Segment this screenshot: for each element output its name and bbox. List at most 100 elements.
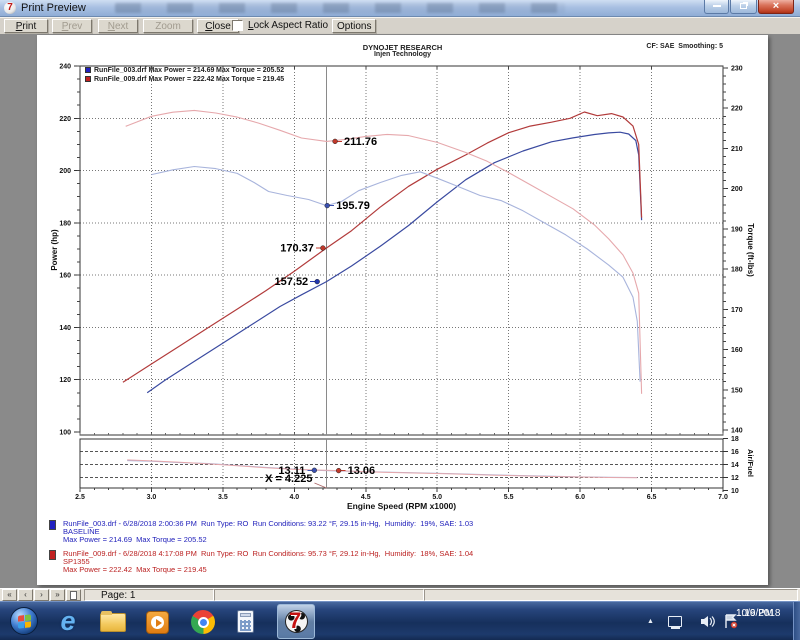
svg-text:4.5: 4.5	[361, 494, 371, 501]
internet-explorer-icon[interactable]: e	[60, 606, 76, 636]
clock-date: 10/9/2018	[736, 608, 781, 619]
document-icon	[70, 591, 77, 600]
svg-text:Air/Fuel: Air/Fuel	[746, 449, 755, 477]
taskbar: e 7 ▲ 1:16 PM 10/9/	[0, 601, 800, 640]
svg-text:Torque (ft-lbs): Torque (ft-lbs)	[746, 223, 755, 277]
lock-aspect-ratio-checkbox[interactable]	[232, 20, 243, 31]
options-button[interactable]: Options	[332, 19, 376, 33]
calculator-icon[interactable]	[237, 610, 254, 633]
runfile-009-power-curve	[122, 111, 643, 383]
data-point-dot	[311, 467, 317, 473]
svg-text:16: 16	[731, 449, 739, 456]
statusbar-cell	[424, 589, 798, 601]
svg-text:7.0: 7.0	[718, 494, 728, 501]
svg-text:160: 160	[731, 347, 743, 354]
legend-text: Max Torque = 219.45	[216, 75, 285, 83]
svg-text:170: 170	[731, 307, 743, 314]
data-point-dot	[320, 245, 326, 251]
restore-icon	[740, 3, 747, 9]
run-color-chip	[49, 520, 56, 530]
window-title: Print Preview	[21, 2, 86, 14]
svg-text:140: 140	[731, 428, 743, 435]
svg-text:180: 180	[59, 220, 71, 227]
clock-time: 1:16 PM	[736, 608, 774, 619]
svg-text:230: 230	[731, 66, 743, 73]
svg-text:200: 200	[731, 186, 743, 193]
titlebar-ghost-text	[115, 3, 565, 13]
prev-button[interactable]: Prev	[52, 19, 92, 33]
soccer-ball-icon	[285, 610, 308, 633]
svg-text:240: 240	[59, 64, 71, 71]
chrome-icon[interactable]	[191, 610, 215, 634]
svg-text:220: 220	[731, 106, 743, 113]
run-info-line: SP1355	[63, 557, 90, 566]
window-titlebar: 7 Print Preview ×	[0, 0, 800, 17]
chart-title: DYNOJET RESEARCH	[362, 43, 443, 52]
show-hidden-icons-button[interactable]: ▲	[647, 618, 654, 625]
show-desktop-button[interactable]	[793, 602, 800, 640]
first-page-button[interactable]: «	[2, 589, 17, 601]
legend-color-chip	[85, 76, 91, 82]
restore-button[interactable]	[730, 0, 757, 14]
minimize-icon	[712, 5, 721, 7]
run-info-line: BASELINE	[63, 527, 100, 536]
chrome-center-dot	[199, 618, 207, 626]
lock-aspect-ratio-label: Lock Aspect Ratio	[248, 20, 329, 31]
svg-text:200: 200	[59, 168, 71, 175]
close-window-button[interactable]: ×	[758, 0, 794, 14]
legend-text: Max Torque = 205.52	[216, 66, 285, 74]
data-point-dot	[324, 202, 330, 209]
calculator-keys	[240, 620, 251, 631]
run-info-line: Max Power = 214.69 Max Torque = 205.52	[63, 535, 207, 544]
calculator-display	[240, 613, 251, 617]
legend-item: RunFile_003.drf Max Power = 214.69 Max T…	[85, 66, 284, 74]
prev-page-button[interactable]: ‹	[18, 589, 33, 601]
svg-text:4.0: 4.0	[289, 494, 299, 501]
smoothing-label: CF: SAE Smoothing: 5	[646, 43, 723, 50]
legend-item: RunFile_009.drf Max Power = 222.42 Max T…	[85, 75, 284, 83]
svg-text:3.0: 3.0	[147, 494, 157, 501]
dynojet-7-icon: 7	[289, 608, 302, 633]
svg-text:10: 10	[731, 488, 739, 495]
svg-text:14: 14	[731, 462, 739, 469]
next-button[interactable]: Next	[98, 19, 138, 33]
media-player-icon[interactable]	[146, 611, 169, 634]
svg-text:157.52: 157.52	[275, 276, 309, 288]
data-point-dot	[314, 278, 320, 285]
runfile-009-airfuel-curve	[127, 459, 638, 479]
legend-color-chip	[85, 67, 91, 73]
windows-explorer-icon[interactable]	[100, 611, 126, 632]
svg-text:12: 12	[731, 475, 739, 482]
export-page-button[interactable]	[66, 589, 81, 601]
svg-text:140: 140	[59, 325, 71, 332]
runfile-003-power-curve	[146, 131, 643, 394]
last-page-button[interactable]: »	[50, 589, 65, 601]
play-triangle-icon	[156, 619, 162, 627]
start-button[interactable]	[10, 607, 38, 635]
svg-text:5.5: 5.5	[504, 494, 514, 501]
print-button[interactable]: Print	[4, 19, 48, 33]
legend-text: RunFile_009.drf Max Power = 222.42	[94, 75, 215, 83]
svg-text:190: 190	[731, 226, 743, 233]
page-number-label: Page: 1	[84, 589, 214, 601]
action-center-tray-icon[interactable]	[724, 614, 738, 629]
taskbar-app-dynojet-active[interactable]: 7	[277, 604, 315, 639]
svg-text:5.0: 5.0	[432, 494, 442, 501]
zoom-out-button[interactable]: Zoom Out	[143, 19, 193, 45]
next-page-button[interactable]: ›	[34, 589, 49, 601]
chart-subtitle: Injen Technology	[373, 51, 432, 58]
svg-text:Power (hp): Power (hp)	[50, 229, 59, 271]
run-info-line: Max Power = 222.42 Max Torque = 219.45	[63, 565, 207, 574]
svg-text:150: 150	[731, 387, 743, 394]
statusbar: « ‹ › » Page: 1	[0, 588, 800, 601]
minimize-button[interactable]	[704, 0, 729, 14]
svg-text:18: 18	[731, 436, 739, 443]
network-tray-icon[interactable]	[668, 616, 682, 629]
svg-text:3.5: 3.5	[218, 494, 228, 501]
print-preview-page: DYNOJET RESEARCH Injen Technology CF: SA…	[37, 35, 768, 585]
dyno-chart: 240 220 200 180 160 140 120 100 230 220 210 200 190 1…	[50, 64, 755, 512]
svg-text:195.79: 195.79	[336, 200, 370, 212]
run-info-line: RunFile_003.drf - 6/28/2018 2:00:36 PM R…	[63, 519, 474, 528]
volume-tray-icon[interactable]	[700, 615, 716, 628]
